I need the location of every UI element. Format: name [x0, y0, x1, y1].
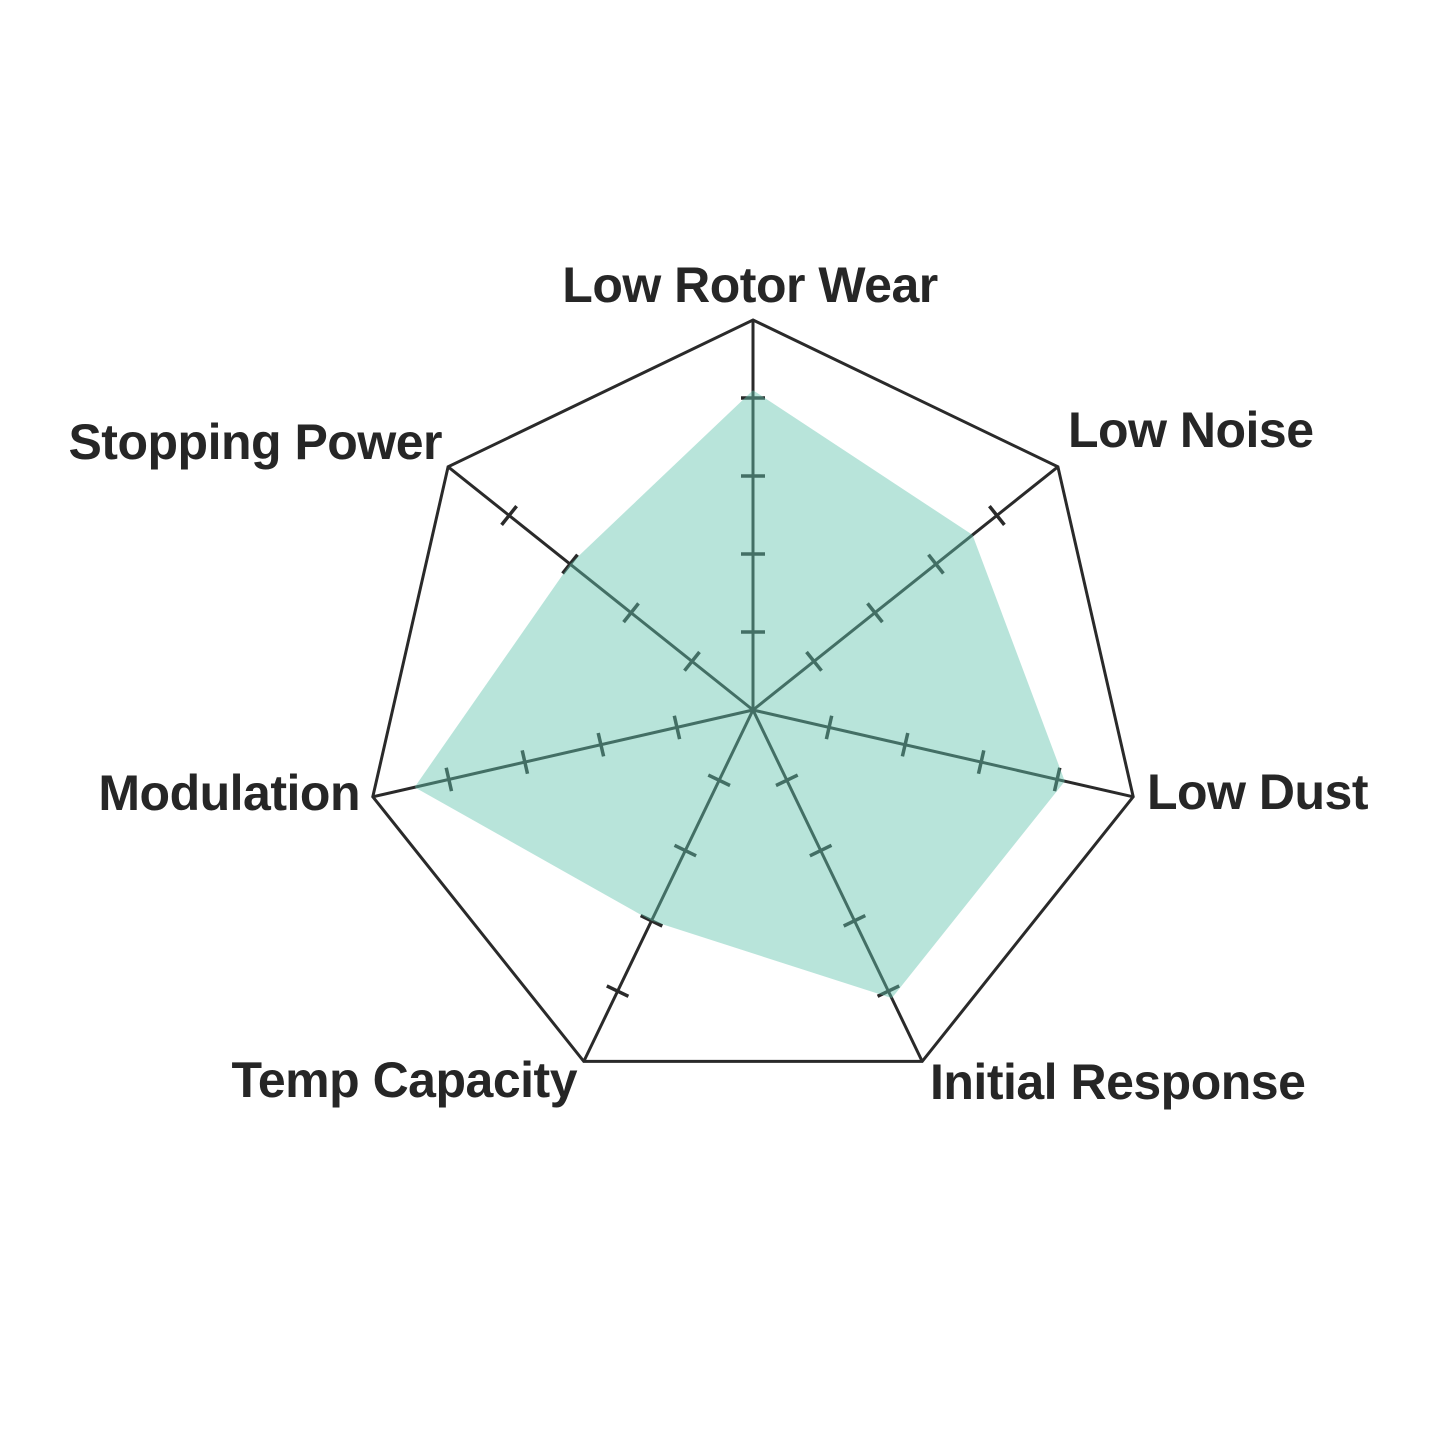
- radar-tick: [707, 773, 731, 788]
- radar-fill-polygon: [414, 390, 1065, 999]
- radar-tick: [683, 650, 701, 672]
- radar-tick: [866, 602, 884, 624]
- radar-tick: [672, 715, 682, 740]
- axis-label-initial-response: Initial Response: [930, 1054, 1306, 1110]
- radar-tick: [805, 650, 823, 672]
- radar-tick: [1052, 767, 1062, 792]
- radar-tick: [606, 984, 630, 998]
- radar-tick: [900, 732, 910, 757]
- radar-tick: [561, 553, 579, 575]
- axis-label-temp-capacity: Temp Capacity: [231, 1052, 578, 1108]
- radar-tick: [976, 750, 986, 775]
- radar-tick: [444, 767, 454, 792]
- radar-tick: [639, 914, 664, 928]
- radar-spoke: [752, 708, 1134, 799]
- radar-spoke: [372, 708, 754, 799]
- radar-tick: [622, 602, 640, 624]
- radar-tick: [673, 843, 697, 858]
- radar-tick: [824, 715, 834, 740]
- radar-tick: [809, 843, 833, 858]
- radar-spoke: [751, 709, 924, 1063]
- radar-spoke: [447, 465, 754, 712]
- radar-tick: [876, 984, 900, 998]
- radar-spoke: [582, 709, 755, 1063]
- radar-tick: [500, 505, 518, 526]
- axis-label-low-noise: Low Noise: [1068, 402, 1314, 458]
- axis-label-low-dust: Low Dust: [1147, 764, 1368, 820]
- axis-label-low-rotor-wear: Low Rotor Wear: [562, 257, 938, 313]
- radar-outline: [371, 318, 1135, 1063]
- radar-spoke: [752, 465, 1059, 712]
- radar-tick: [988, 505, 1006, 526]
- radar-tick: [596, 732, 606, 757]
- axis-label-stopping-power: Stopping Power: [68, 414, 442, 470]
- radar-tick: [520, 750, 530, 775]
- radar-tick: [927, 553, 945, 575]
- axis-label-modulation: Modulation: [98, 765, 360, 821]
- radar-tick: [842, 914, 867, 928]
- radar-tick: [775, 773, 799, 788]
